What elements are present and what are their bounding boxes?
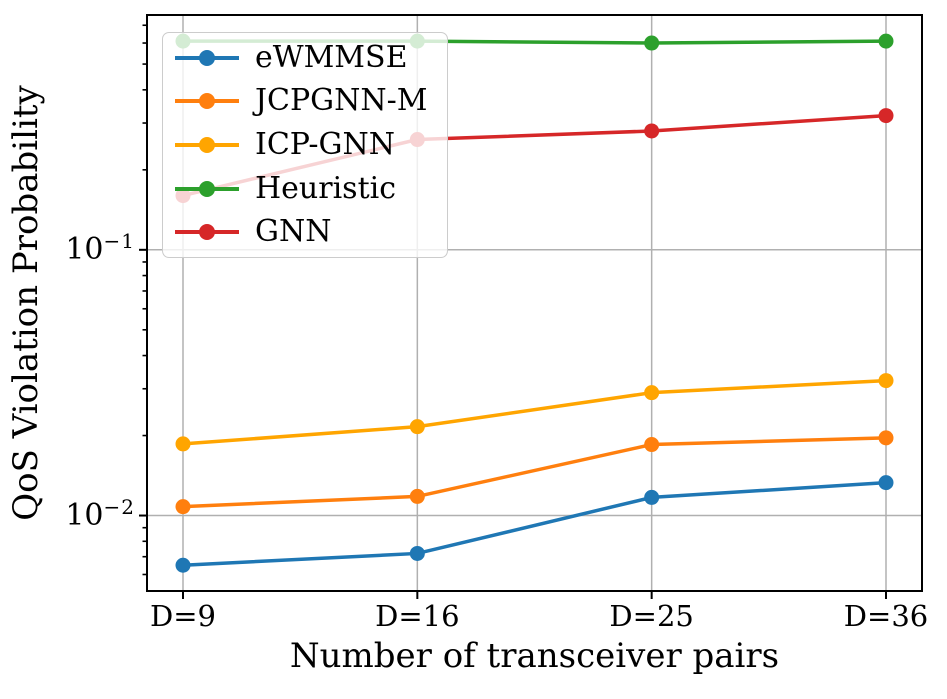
legend-line-marker-icon bbox=[175, 136, 239, 154]
y-tick-label: 10−1 bbox=[65, 228, 135, 267]
legend-label: JCPGNN-M bbox=[255, 83, 428, 119]
x-tick-label: D=25 bbox=[609, 599, 694, 633]
x-tick-label: D=16 bbox=[375, 599, 460, 633]
legend-label: eWMMSE bbox=[255, 39, 408, 75]
legend-line-marker-icon bbox=[175, 92, 239, 110]
legend-item-icp-gnn: ICP-GNN bbox=[175, 124, 447, 166]
legend-item-gnn: GNN bbox=[175, 211, 447, 253]
y-axis-label: QoS Violation Probability bbox=[6, 85, 46, 521]
x-tick-label: D=36 bbox=[843, 599, 929, 633]
legend-label: GNN bbox=[255, 214, 332, 250]
legend: eWMMSE JCPGNN-M ICP-GNN Heuristic GNN bbox=[162, 32, 448, 258]
legend-label: ICP-GNN bbox=[255, 126, 395, 162]
legend-line-marker-icon bbox=[175, 223, 239, 241]
legend-line-marker-icon bbox=[175, 180, 239, 198]
y-tick-label: 10−2 bbox=[65, 494, 135, 533]
x-tick-label: D=9 bbox=[149, 599, 216, 633]
legend-item-heuristic: Heuristic bbox=[175, 168, 447, 210]
legend-line-marker-icon bbox=[175, 49, 239, 67]
legend-label: Heuristic bbox=[255, 170, 397, 206]
legend-item-ewmmse: eWMMSE bbox=[175, 37, 447, 79]
legend-item-jcpgnn-m: JCPGNN-M bbox=[175, 80, 447, 122]
x-axis-label: Number of transceiver pairs bbox=[289, 636, 780, 676]
